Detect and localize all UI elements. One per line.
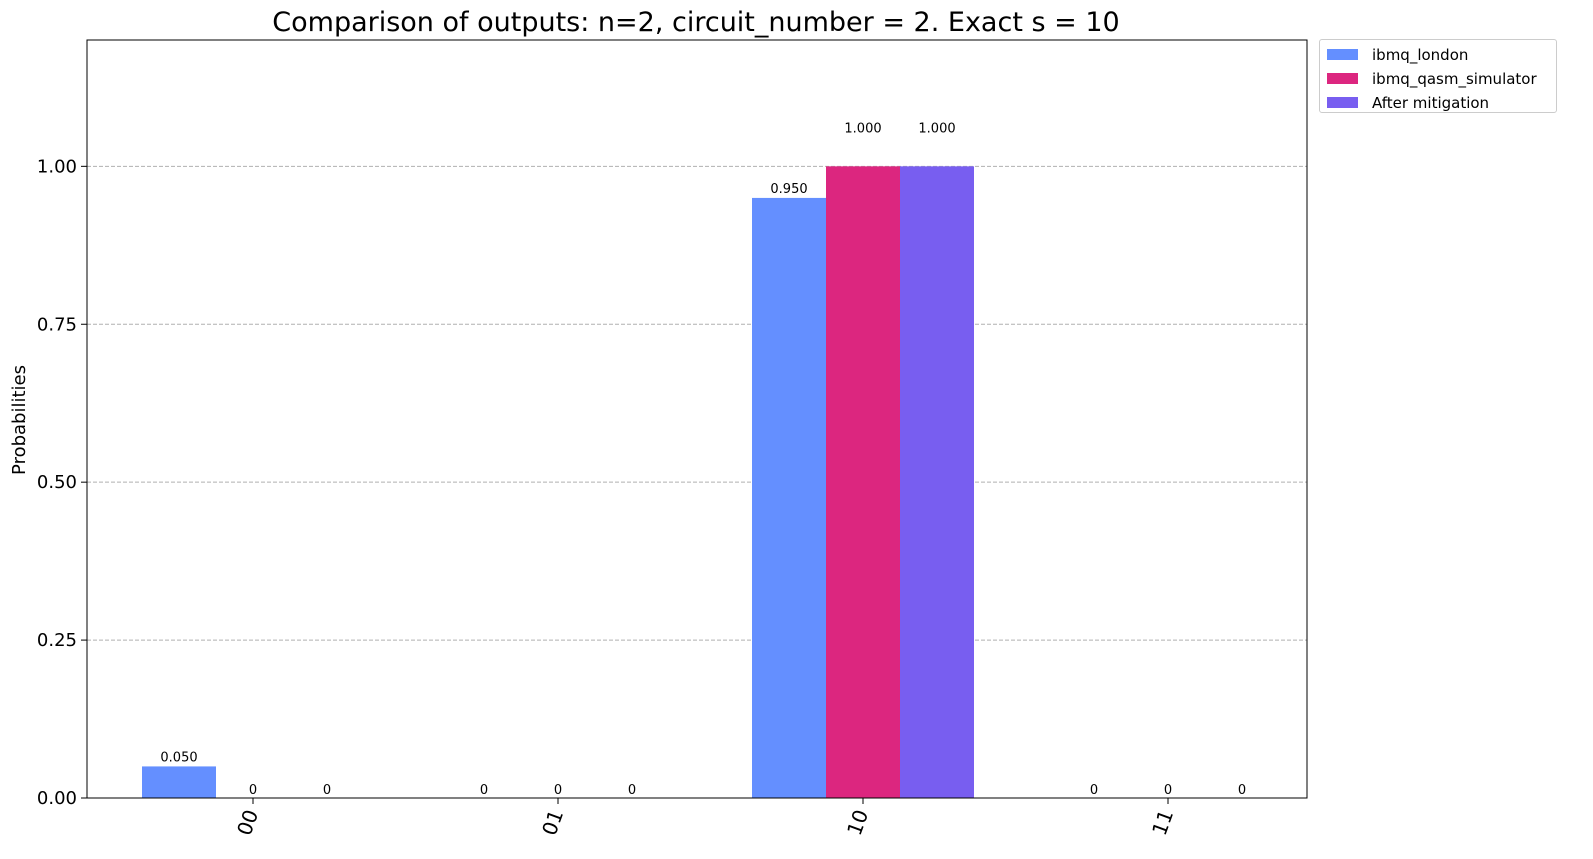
x-tick-label: 01: [537, 806, 568, 838]
legend-label: ibmq_qasm_simulator: [1372, 70, 1537, 88]
legend-label: After mitigation: [1372, 94, 1490, 112]
bar-value-labels: 0.050 0 0 0 0 0 0.950 1.000 1.000 0 0 0: [160, 121, 1246, 798]
bar-value-label: 0: [249, 783, 257, 798]
legend-label: ibmq_london: [1372, 46, 1469, 64]
bar-value-label: 0: [1090, 783, 1098, 798]
bar-ibmq_qasm_simulator-10: [826, 166, 900, 799]
bar-value-label: 1.000: [918, 121, 955, 136]
bar-value-label: 0: [628, 783, 636, 798]
y-tick-label: 1.00: [37, 156, 77, 177]
y-tick-label: 0.00: [37, 788, 77, 809]
legend-swatch: [1327, 49, 1358, 60]
bar-ibmq_london-00: [142, 766, 216, 798]
y-tick-label: 0.50: [37, 472, 77, 493]
legend-item-ibmq-qasm-simulator: ibmq_qasm_simulator: [1320, 67, 1556, 91]
bar-value-label: 1.000: [844, 121, 881, 136]
bar-value-label: 0: [1238, 783, 1246, 798]
bar-after-mitigation-10: [900, 166, 974, 799]
chart-title: Comparison of outputs: n=2, circuit_numb…: [272, 7, 1119, 38]
bar-ibmq_london-10: [752, 197, 826, 798]
bar-value-label: 0: [1164, 783, 1172, 798]
legend-item-ibmq-london: ibmq_london: [1320, 43, 1556, 67]
legend-swatch: [1327, 73, 1358, 84]
bar-value-label: 0.050: [160, 750, 197, 765]
bar-value-label: 0: [554, 783, 562, 798]
bars: [142, 166, 974, 799]
legend-swatch: [1327, 97, 1358, 108]
bar-value-label: 0: [323, 783, 331, 798]
legend-item-after-mitigation: After mitigation: [1320, 91, 1556, 115]
x-tick-label: 11: [1147, 806, 1178, 838]
y-axis-label: Probabilities: [9, 365, 30, 475]
bar-value-label: 0.950: [770, 182, 807, 197]
y-tick-label: 0.75: [37, 314, 77, 335]
bar-value-label: 0: [480, 783, 488, 798]
y-tick-label: 0.25: [37, 630, 77, 651]
x-tick-label: 10: [842, 806, 873, 838]
plot-frame: [86, 39, 1308, 799]
x-tick-label: 00: [232, 806, 263, 838]
legend: ibmq_london ibmq_qasm_simulator After mi…: [1319, 39, 1557, 113]
gridlines: [87, 165, 1307, 799]
